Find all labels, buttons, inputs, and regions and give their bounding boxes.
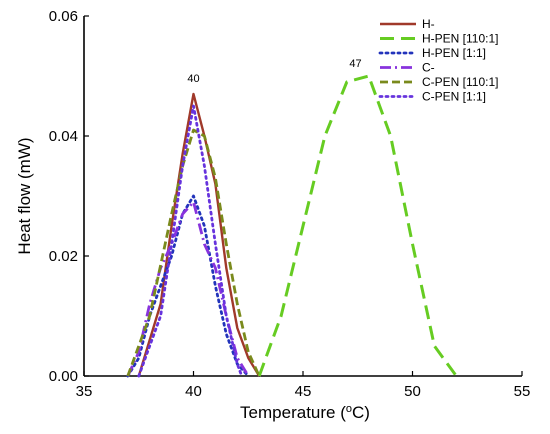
x-axis-title-end: C) xyxy=(352,403,370,422)
series-line-2 xyxy=(126,194,250,378)
series-layer xyxy=(126,74,458,378)
legend-label: C-PEN [110:1] xyxy=(422,75,498,89)
legend: H-H-PEN [110:1]H-PEN [1:1]C-C-PEN [110:1… xyxy=(378,17,498,104)
x-tick-label: 50 xyxy=(404,383,421,400)
legend-label: H-PEN [110:1] xyxy=(422,32,498,46)
x-tick-label: 40 xyxy=(185,383,202,400)
annotation-label: 47 xyxy=(349,58,361,70)
series-line-1 xyxy=(257,74,458,377)
legend-label: H- xyxy=(422,17,435,31)
legend-label: C-PEN [1:1] xyxy=(422,90,486,104)
x-tick-label: 45 xyxy=(295,383,312,400)
annotation-label: 40 xyxy=(187,73,199,85)
x-axis-title-sup: o xyxy=(346,403,352,415)
x-tick-label: 35 xyxy=(76,383,93,400)
y-tick-label: 0.02 xyxy=(49,248,78,265)
series-line-5 xyxy=(137,104,244,378)
axes-layer: 0.00 0.02 0.04 0.06 35 40 45 50 55 xyxy=(49,8,531,400)
legend-label: C- xyxy=(422,61,435,75)
series-line-4 xyxy=(126,128,261,377)
y-tick-label: 0.04 xyxy=(49,128,78,145)
legend-label: H-PEN [1:1] xyxy=(422,46,486,60)
annotations-layer: 40 47 xyxy=(187,58,361,85)
y-tick-label: 0.00 xyxy=(49,368,78,385)
x-axis-title-text: Temperature ( xyxy=(240,403,346,422)
y-tick-label: 0.06 xyxy=(49,8,78,25)
series-line-3 xyxy=(126,200,250,377)
x-axis-title: Temperature (oC) xyxy=(240,403,370,422)
y-axis-title: Heat flow (mW) xyxy=(15,137,34,254)
x-tick-label: 55 xyxy=(514,383,531,400)
